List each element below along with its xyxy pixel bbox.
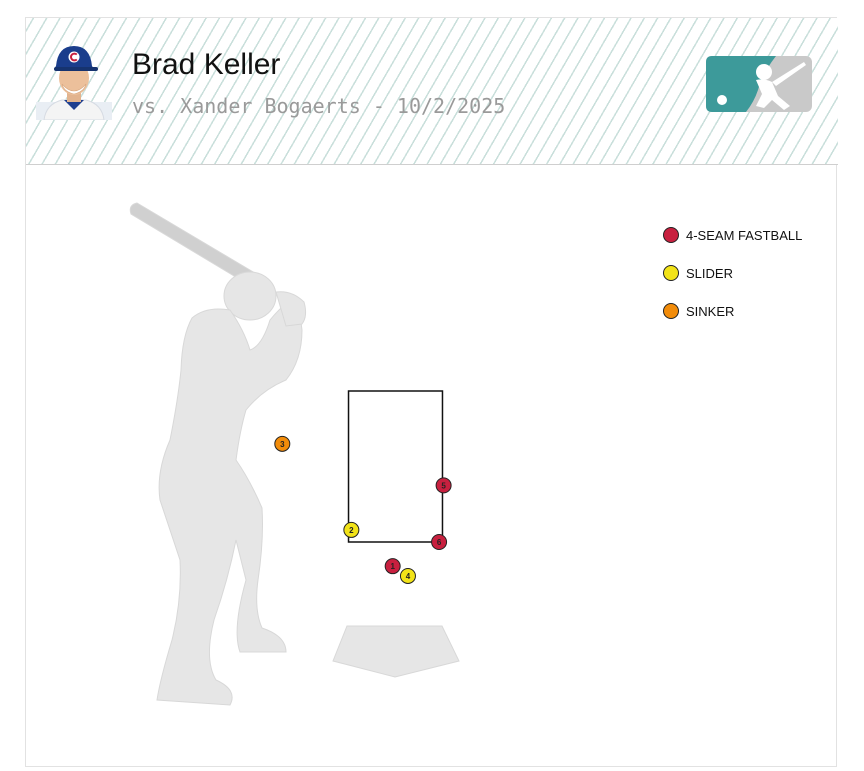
legend-item: SINKER bbox=[663, 303, 734, 319]
pitch-marker[interactable]: 4 bbox=[399, 567, 416, 584]
pitch-marker[interactable]: 3 bbox=[274, 435, 291, 452]
pitcher-name: Brad Keller bbox=[132, 48, 281, 81]
mlb-logo-icon bbox=[706, 56, 812, 112]
pitch-point bbox=[399, 567, 416, 584]
legend-swatch bbox=[663, 265, 679, 281]
legend-item: SLIDER bbox=[663, 265, 733, 281]
pitch-point bbox=[384, 558, 401, 575]
pitch-marker[interactable]: 6 bbox=[431, 534, 448, 550]
pitch-point bbox=[435, 477, 452, 494]
pitch-number-label: 3 bbox=[280, 440, 285, 449]
legend-item: 4-SEAM FASTBALL bbox=[663, 227, 802, 243]
pitch-point bbox=[274, 435, 291, 452]
legend-swatch bbox=[663, 227, 679, 243]
legend-label: SINKER bbox=[686, 304, 734, 319]
pitch-point bbox=[343, 521, 360, 538]
legend-label: 4-SEAM FASTBALL bbox=[686, 228, 802, 243]
legend-label: SLIDER bbox=[686, 266, 733, 281]
matchup-subtitle: vs. Xander Bogaerts - 10/2/2025 bbox=[132, 94, 506, 118]
pitch-marker[interactable]: 5 bbox=[435, 477, 452, 494]
pitch-number-label: 4 bbox=[406, 572, 411, 581]
chart-legend: 4-SEAM FASTBALL SLIDER SINKER bbox=[663, 227, 802, 319]
legend-swatch bbox=[663, 303, 679, 319]
pitch-point bbox=[431, 534, 448, 550]
pitch-number-label: 5 bbox=[441, 481, 446, 490]
home-plate-icon bbox=[332, 625, 460, 678]
pitch-number-label: 6 bbox=[437, 538, 442, 547]
pitch-number-label: 1 bbox=[390, 562, 395, 571]
pitch-number-label: 2 bbox=[349, 526, 354, 535]
pitch-marker[interactable]: 1 bbox=[384, 558, 401, 575]
pitch-marker[interactable]: 2 bbox=[343, 521, 360, 538]
strike-zone bbox=[347, 390, 444, 543]
chart-header: Brad Keller vs. Xander Bogaerts - 10/2/2… bbox=[26, 18, 838, 165]
batter-silhouette-icon bbox=[129, 202, 307, 706]
pitcher-headshot-icon bbox=[36, 46, 112, 120]
